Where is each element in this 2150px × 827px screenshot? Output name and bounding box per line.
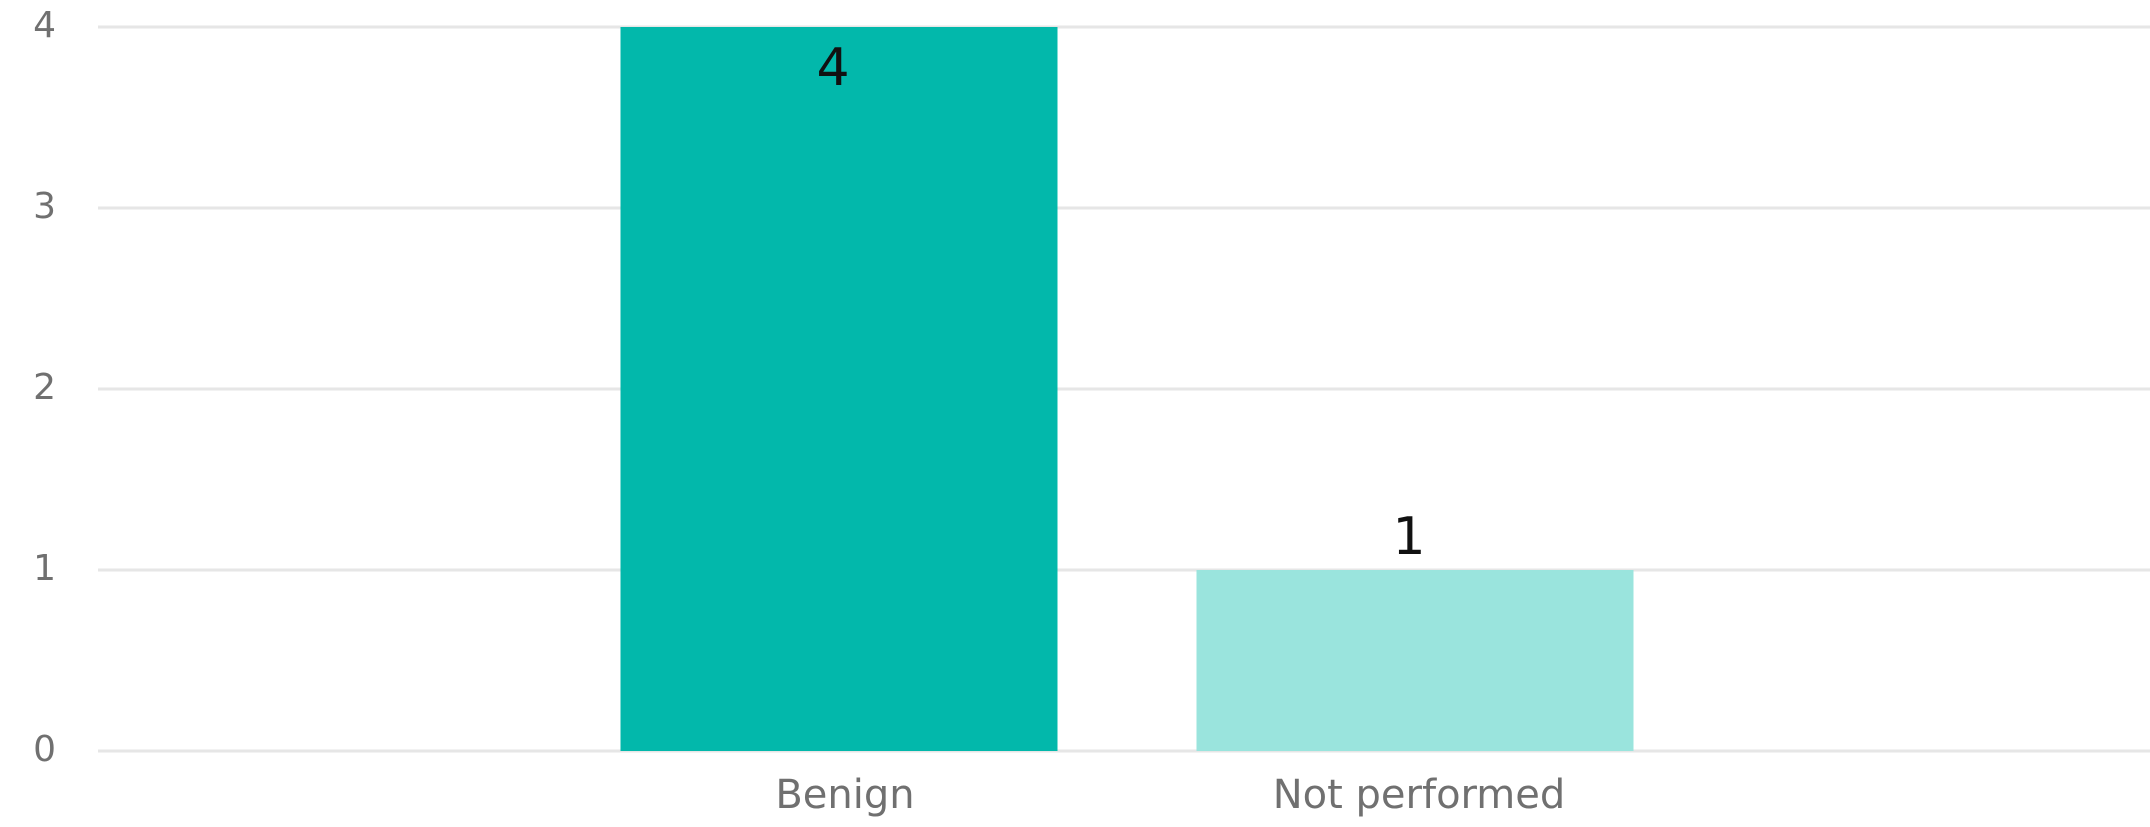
data-labels: 41: [816, 38, 1425, 567]
y-axis-tick-labels: 0 1 2 3 4: [33, 5, 56, 770]
y-tick-label: 4: [33, 5, 56, 46]
data-label: 1: [1392, 507, 1425, 567]
bar: [1196, 570, 1634, 751]
y-tick-label: 3: [33, 186, 56, 227]
y-tick-label: 0: [33, 729, 56, 770]
category-label: Benign: [775, 772, 914, 818]
y-tick-label: 1: [33, 548, 56, 589]
category-label: Not performed: [1273, 772, 1566, 818]
gridlines: [98, 25, 2150, 753]
x-axis-category-labels: Benign Not performed: [775, 772, 1565, 818]
bars: [620, 27, 1634, 751]
y-tick-label: 2: [33, 367, 56, 408]
data-label: 4: [816, 38, 849, 98]
bar: [620, 27, 1058, 751]
